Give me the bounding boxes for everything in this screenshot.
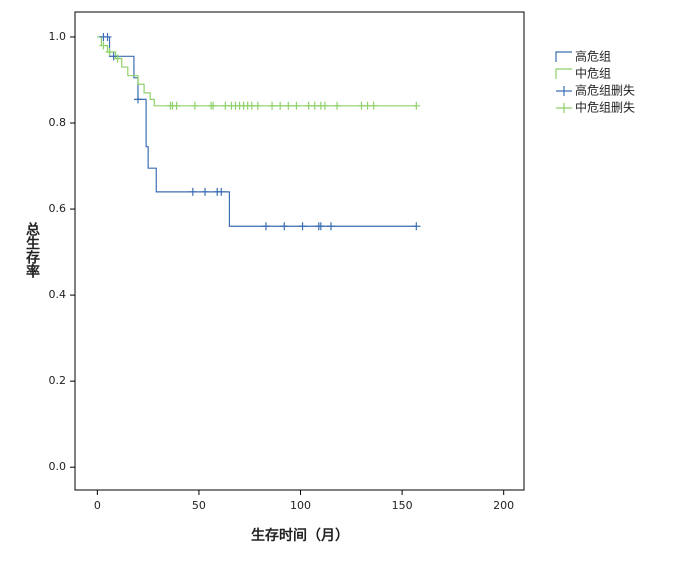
censor-mark xyxy=(412,222,421,231)
legend-label: 中危组删失 xyxy=(575,100,635,115)
censor-mark xyxy=(188,187,197,196)
censor-mark xyxy=(298,222,307,231)
censor-mark xyxy=(412,101,421,110)
censor-mark xyxy=(99,41,108,50)
y-tick-label: 0.4 xyxy=(49,288,67,301)
censor-mark xyxy=(109,52,118,61)
censor-mark xyxy=(201,187,210,196)
censor-mark xyxy=(103,32,112,41)
legend-symbol xyxy=(555,68,572,79)
survival-curve xyxy=(97,36,417,107)
x-tick-label: 100 xyxy=(290,499,311,512)
censor-mark xyxy=(217,187,226,196)
legend-label: 高危组 xyxy=(575,49,611,64)
legend-label: 高危组删失 xyxy=(575,83,635,98)
y-axis-label: 总生存率 xyxy=(24,221,40,279)
y-tick-label: 0.8 xyxy=(49,116,67,129)
x-tick-label: 50 xyxy=(192,499,206,512)
censor-mark xyxy=(292,101,301,110)
censor-mark xyxy=(209,101,218,110)
plot-frame xyxy=(74,11,525,491)
y-tick-label: 0.6 xyxy=(49,202,67,215)
censor-mark xyxy=(284,101,293,110)
censor-mark xyxy=(333,101,342,110)
legend-symbol xyxy=(556,103,572,113)
y-tick-label: 0.0 xyxy=(49,460,67,473)
censor-mark xyxy=(190,101,199,110)
y-tick-label: 1.0 xyxy=(49,30,67,43)
censor-mark xyxy=(316,222,325,231)
x-tick-label: 200 xyxy=(493,499,514,512)
censor-mark xyxy=(280,222,289,231)
censor-mark xyxy=(320,101,329,110)
censor-mark xyxy=(369,101,378,110)
legend-symbol xyxy=(555,51,572,62)
legend-symbol xyxy=(556,86,572,96)
censor-mark xyxy=(105,48,114,57)
censor-mark xyxy=(133,95,142,104)
censor-mark xyxy=(326,222,335,231)
legend-label: 中危组 xyxy=(575,66,611,81)
x-tick-label: 150 xyxy=(392,499,413,512)
censor-mark xyxy=(261,222,270,231)
censor-mark xyxy=(268,101,277,110)
y-tick-label: 0.2 xyxy=(49,374,67,387)
x-axis-label: 生存时间（月） xyxy=(251,527,349,544)
censor-mark xyxy=(113,54,122,63)
censor-mark xyxy=(172,101,181,110)
censor-mark xyxy=(253,101,262,110)
x-tick-label: 0 xyxy=(94,499,101,512)
censor-mark xyxy=(276,101,285,110)
